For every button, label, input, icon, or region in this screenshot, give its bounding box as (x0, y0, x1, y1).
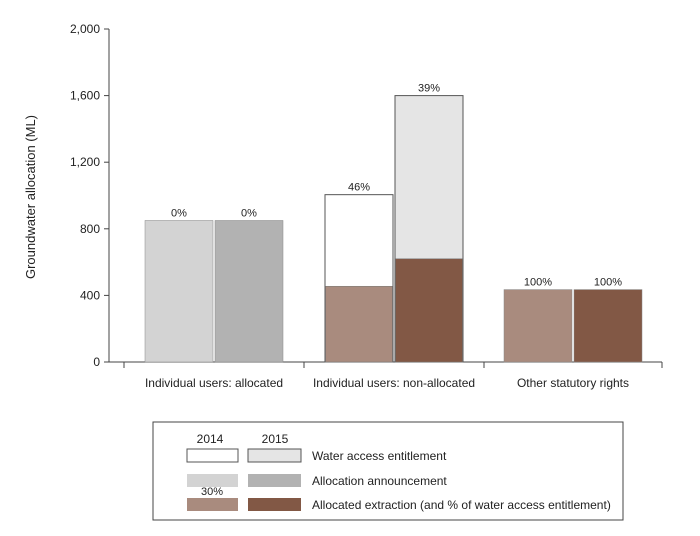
legend-year-header: 2014 (197, 432, 224, 446)
bar-2014 (144, 220, 214, 363)
legend-example-label: 30% (201, 486, 223, 498)
y-tick-label: 1,600 (70, 89, 100, 103)
data-label: 0% (171, 207, 187, 219)
data-label: 100% (524, 277, 552, 289)
legend-swatch (248, 498, 301, 511)
legend-label: Allocation announcement (312, 474, 447, 488)
x-tick-label: Other statutory rights (517, 376, 629, 390)
y-tick-label: 2,000 (70, 22, 100, 36)
legend-label: Allocated extraction (and % of water acc… (312, 498, 611, 512)
bar-segment-allocated-extraction (395, 258, 463, 363)
x-tick-label: Individual users: allocated (145, 376, 283, 390)
legend-swatch (247, 448, 302, 463)
legend-year-header: 2015 (262, 432, 289, 446)
y-tick-label: 1,200 (70, 155, 100, 169)
bars: 0% 0% Individual users: allocated 46% 39% Ind… (144, 83, 643, 390)
bar-segment-allocated-extraction (325, 285, 393, 363)
legend-swatch (186, 448, 239, 463)
x-tick-label: Individual users: non-allocated (313, 376, 475, 390)
y-tick-label: 400 (80, 288, 100, 302)
legend-label: Water access entitlement (312, 449, 447, 463)
data-label: 39% (418, 83, 440, 95)
y-tick-label: 800 (80, 222, 100, 236)
bar-2014 (503, 289, 573, 363)
x-axis (109, 361, 663, 368)
bar-2015 (214, 220, 284, 363)
y-tick-label: 0 (93, 355, 100, 369)
legend-swatch (187, 498, 238, 511)
data-label: 100% (594, 277, 622, 289)
legend: 2014 2015 Water access entitlement Allocati… (152, 421, 624, 521)
data-label: 46% (348, 182, 370, 194)
data-label: 0% (241, 207, 257, 219)
bar-2015 (573, 289, 643, 363)
legend-swatch (248, 474, 301, 487)
y-axis: 0 400 800 1,200 1,600 2,000 (70, 22, 110, 369)
y-axis-label: Groundwater allocation (ML) (23, 115, 38, 279)
legend-swatch (187, 474, 238, 487)
